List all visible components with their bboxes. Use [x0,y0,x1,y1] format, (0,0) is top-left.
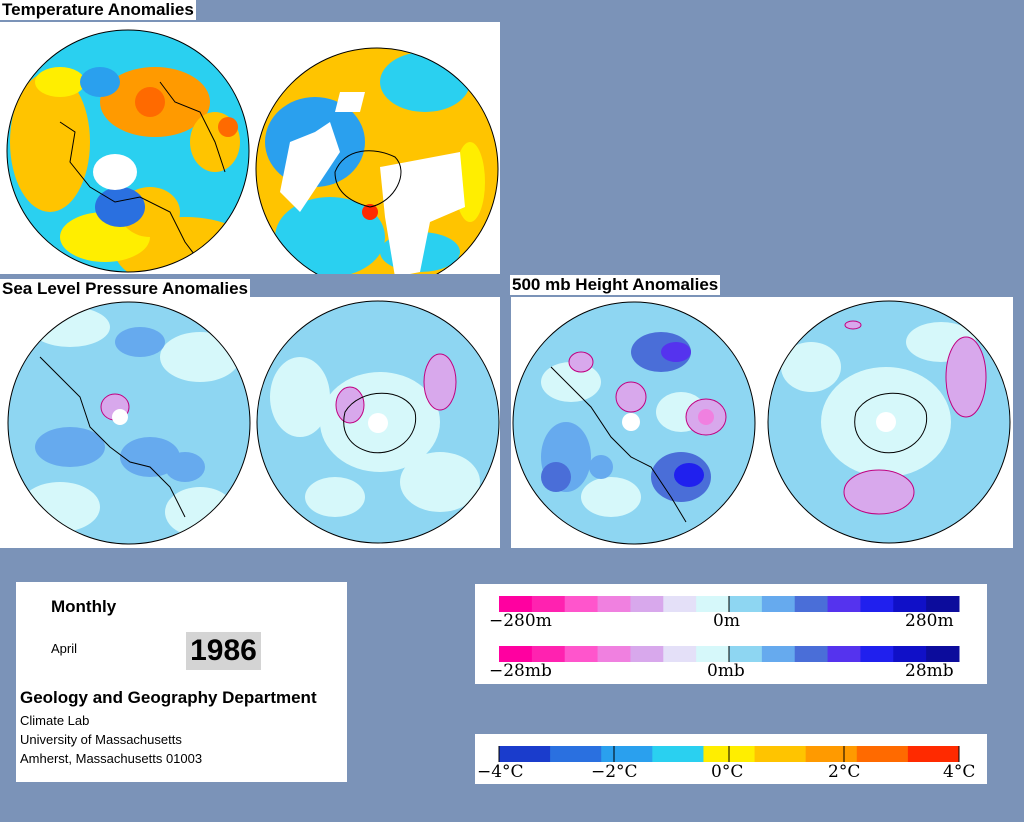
pressure-colorbar-segment [827,646,861,662]
height-colorbar-segment [794,596,829,612]
temp-label-4: 4°C [943,762,976,782]
period-label: Monthly [51,597,117,616]
month-label: April [51,641,78,656]
pressure-max-label: 28mb [905,661,954,681]
temperature-colorbar-segment [907,746,960,762]
temperature-colorbar-segment [499,746,551,762]
height-colorbar-segment [761,596,796,612]
temp-label-2: 2°C [828,762,861,782]
pressure-colorbar-segment [926,646,960,662]
pressure-colorbar-segment [531,646,566,662]
height-colorbar-segment [860,596,894,612]
temperature-anomalies-panel [0,22,500,274]
department-label: Geology and Geography Department [20,688,317,707]
temperature-map-northern [7,30,249,272]
temperature-colorbar-segment [550,746,602,762]
temperature-map-southern [256,48,498,274]
slp-map-southern [257,301,499,543]
height-colorbar-segment [893,596,927,612]
temp-label-minus4: −4°C [477,762,524,782]
temperature-anomalies-title: Temperature Anomalies [0,0,196,20]
pressure-colorbar-segment [630,646,664,662]
temperature-colorbar-segment [652,746,704,762]
slp-anomalies-title: Sea Level Pressure Anomalies [0,279,251,299]
height-anomalies-panel [511,297,1013,548]
height-colorbar-segment [499,596,533,612]
height-colorbar-segment [663,596,697,612]
university-label: University of Massachusetts [20,732,182,747]
temperature-colorbar-svg [498,746,960,762]
temp-label-minus2: −2°C [591,762,638,782]
pressure-colorbar [499,646,960,662]
pressure-colorbar-segment [729,646,763,662]
height-map-northern [513,302,755,544]
slp-anomalies-panel [0,297,500,548]
lab-label: Climate Lab [20,713,90,728]
height-colorbar-segment [729,596,763,612]
address-label: Amherst, Massachusetts 01003 [20,751,203,766]
year-label: 1986 [186,632,261,670]
pressure-center-label: 0mb [707,661,745,681]
info-box: Monthly April 1986 Geology and Geography… [16,582,347,782]
temperature-colorbar-segment [754,746,807,762]
height-colorbar [499,596,960,612]
height-colorbar-segment [827,596,861,612]
pressure-colorbar-segment [564,646,599,662]
pressure-colorbar-segment [597,646,631,662]
height-colorbar-segment [696,596,730,612]
height-max-label: 280m [905,611,954,631]
anomaly-colorbars [499,596,960,662]
temperature-colorbar-segment [805,746,858,762]
pressure-colorbar-segment [696,646,730,662]
temperature-legend: −4°C −2°C 0°C 2°C 4°C [475,734,987,784]
height-colorbar-segment [564,596,599,612]
temp-label-0: 0°C [711,762,744,782]
temperature-colorbar-segment [856,746,909,762]
height-center-label: 0m [713,611,740,631]
height-colorbar-segment [630,596,664,612]
pressure-colorbar-segment [499,646,533,662]
height-map-southern [768,301,1010,543]
pressure-colorbar-segment [663,646,697,662]
temperature-colorbar [498,746,960,762]
pressure-colorbar-segment [893,646,927,662]
height-anomalies-title: 500 mb Height Anomalies [510,275,721,295]
slp-map-northern [8,302,250,544]
height-colorbar-segment [926,596,960,612]
height-min-label: −280m [489,611,552,631]
temperature-colorbar-segment [601,746,653,762]
pressure-colorbar-segment [794,646,829,662]
height-colorbar-segment [597,596,631,612]
pressure-colorbar-segment [860,646,894,662]
pressure-min-label: −28mb [489,661,552,681]
height-colorbar-segment [531,596,566,612]
anomaly-legend: −280m 0m 280m −28mb 0mb 28mb [475,584,987,684]
pressure-colorbar-segment [761,646,796,662]
